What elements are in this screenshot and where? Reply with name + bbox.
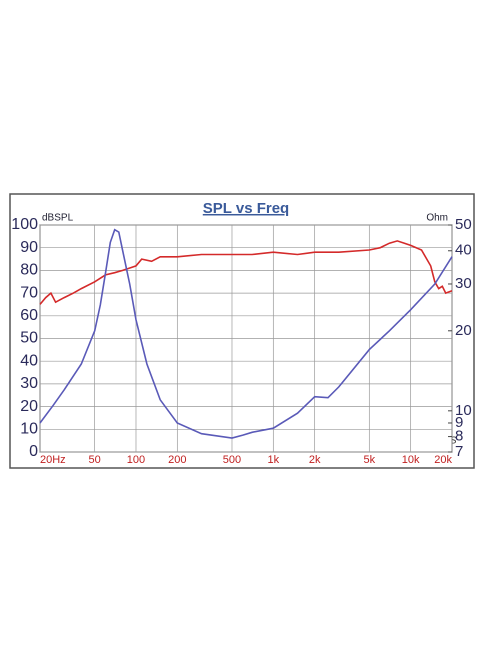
y-tick-label: 30 [20, 375, 38, 392]
series-line [39, 228, 453, 439]
x-tick-label: 100 [127, 454, 145, 466]
y-tick-label: 90 [20, 239, 38, 256]
y2-tick-label: 40 [455, 242, 472, 259]
y2-tick-label: 30 [455, 275, 472, 292]
y-tick-label: 0 [29, 443, 38, 460]
y-tick-label: 80 [20, 262, 38, 279]
y2-tick-label: 10 [455, 402, 472, 419]
y-tick-label: 100 [11, 216, 38, 233]
x-tick-label: 20Hz [40, 454, 66, 466]
y-tick-label: 70 [20, 284, 38, 301]
y-axis-label: dBSPL [42, 213, 74, 224]
x-tick-label: 1k [268, 454, 280, 466]
y2-tick-label: 9 [455, 414, 463, 431]
y2-tick-label: 7 [455, 443, 463, 460]
y2-tick-label: 20 [455, 322, 472, 339]
chart-title: SPL vs Freq [203, 200, 289, 217]
series-line [39, 240, 453, 305]
x-tick-label: 50 [89, 454, 101, 466]
x-tick-label: 20k [434, 454, 452, 466]
y-tick-label: 40 [20, 352, 38, 369]
y2-tick-label: 50 [455, 216, 472, 233]
y-tick-label: 50 [20, 330, 38, 347]
y-tick-label: 60 [20, 307, 38, 324]
x-tick-label: 500 [223, 454, 241, 466]
x-tick-label: 2k [309, 454, 321, 466]
y-tick-label: 20 [20, 398, 38, 415]
x-tick-label: 5k [364, 454, 376, 466]
y2-axis-label: Ohm [426, 213, 448, 224]
x-tick-label: 200 [168, 454, 186, 466]
x-tick-label: 10k [402, 454, 420, 466]
y2-tick-label: 8 [455, 428, 463, 445]
y-tick-label: 10 [20, 421, 38, 438]
